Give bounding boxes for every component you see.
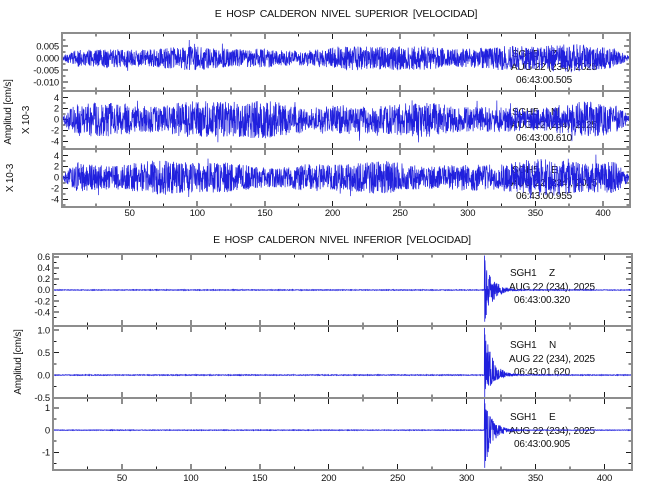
channel-SGH1-Z: 0.60.40.20.0-0.2-0.4 SGH1 Z AUG 22 (234), 2…: [34, 252, 633, 326]
frame-rect: [52, 253, 633, 471]
y-tick-label: 0.5: [37, 348, 50, 359]
y-tick-label: -0.4: [34, 307, 50, 318]
x-tick-label: 350: [528, 208, 543, 219]
component-label: E: [549, 412, 556, 423]
y-tick-label: 1.0: [37, 325, 50, 336]
y-tick-label: -4: [51, 195, 59, 206]
figure-superior: E HOSP CALDERON NIVEL SUPERIOR [VELOCIDA…: [3, 8, 631, 219]
waveform-trace-SGH1-Z: [52, 255, 633, 322]
date-label: AUG 22 (234), 2025: [509, 354, 596, 365]
x-tick-label: 400: [597, 473, 612, 484]
y-tick-label: 4: [54, 93, 59, 104]
x-tick-label: 150: [257, 208, 272, 219]
plot-frame: [52, 253, 633, 471]
waveform-trace-SGH5-Z: [61, 39, 631, 73]
start-time-label: 06:43:01.620: [514, 367, 571, 378]
x-tick-label: 300: [460, 208, 475, 219]
y-tick-label: 1: [45, 403, 50, 414]
component-label: N: [549, 340, 556, 351]
y-tick-label: -0.5: [34, 393, 50, 404]
station-label: SGH1: [510, 268, 537, 279]
x-tick-label: 100: [183, 473, 198, 484]
waveform-trace-SGH1-N: [52, 327, 633, 398]
scale-multiplier-label: X 10-3: [5, 163, 16, 192]
y-axis-label: Amplitud [cm/s]: [13, 329, 24, 395]
frame-rect: [61, 32, 631, 208]
x-tick-label: 50: [125, 208, 135, 219]
x-tick-label: 150: [252, 473, 267, 484]
y-tick-label: -0.2: [34, 296, 50, 307]
scale-multiplier-label: X 10-3: [21, 105, 32, 134]
y-tick-label: -0.005: [33, 65, 59, 76]
y-tick-label: -0.010: [33, 77, 59, 88]
waveform-trace-SGH1-E: [52, 398, 633, 468]
y-tick-label: -4: [51, 137, 59, 148]
y-tick-label: 0.000: [36, 53, 59, 64]
y-tick-label: -2: [51, 184, 59, 195]
station-label: SGH1: [510, 340, 537, 351]
x-tick-label: 200: [321, 473, 336, 484]
y-tick-label: 0.4: [37, 263, 50, 274]
x-tick-label: 100: [190, 208, 205, 219]
station-label: SGH5: [512, 165, 539, 176]
x-tick-label: 350: [528, 473, 543, 484]
y-tick-label: -1: [42, 447, 50, 458]
y-tick-label: 2: [54, 104, 59, 115]
x-tick-label: 300: [459, 473, 474, 484]
start-time-label: 06:43:00.610: [516, 133, 573, 144]
start-time-label: 06:43:00.505: [516, 75, 573, 86]
y-tick-label: 0.0: [37, 285, 50, 296]
figure-inferior: E HOSP CALDERON NIVEL INFERIOR [VELOCIDA…: [13, 234, 633, 484]
y-tick-label: 2: [54, 162, 59, 173]
station-label: SGH1: [510, 412, 537, 423]
station-label: SGH5: [512, 107, 539, 118]
y-tick-label: 0: [54, 115, 59, 126]
start-time-label: 06:43:00.955: [516, 191, 573, 202]
x-tick-label: 200: [325, 208, 340, 219]
figure-title: E HOSP CALDERON NIVEL SUPERIOR [VELOCIDA…: [215, 8, 478, 20]
y-tick-label: -2: [51, 126, 59, 137]
y-tick-label: 4: [54, 151, 59, 162]
y-axis-label: Amplitud [cm/s]: [3, 79, 14, 145]
waveform-trace-SGH5-N: [61, 100, 631, 143]
channel-SGH1-E: 1 0 -1 SGH1 E AUG 22 (234), 2025 06:43:00.905: [42, 398, 633, 470]
x-tick-label: 250: [390, 473, 405, 484]
y-tick-label: 0.6: [37, 252, 50, 263]
y-tick-label: 0.2: [37, 274, 50, 285]
y-tick-label: 0.0: [37, 370, 50, 381]
y-tick-label: 0: [45, 425, 50, 436]
plot-frame: [61, 32, 631, 208]
date-label: AUG 22 (234), 2025: [509, 282, 596, 293]
waveform-trace-SGH5-E: [61, 154, 631, 199]
channel-SGH1-N: 1.0 0.5 0.0 -0.5 SGH1 N AUG 22 (234), 2025 06:4…: [34, 325, 633, 404]
x-tick-label: 250: [392, 208, 407, 219]
x-tick-label: 400: [595, 208, 610, 219]
date-label: AUG 22 (234), 2025: [509, 426, 596, 437]
y-tick-label: 0.005: [36, 41, 59, 52]
x-tick-label: 50: [117, 473, 127, 484]
start-time-label: 06:43:00.320: [514, 295, 571, 306]
start-time-label: 06:43:00.905: [514, 439, 571, 450]
date-label: AUG 22 (234), 2025: [511, 62, 598, 73]
figure-title: E HOSP CALDERON NIVEL INFERIOR [VELOCIDA…: [213, 234, 471, 246]
component-label: Z: [549, 268, 555, 279]
y-tick-label: 0: [54, 173, 59, 184]
